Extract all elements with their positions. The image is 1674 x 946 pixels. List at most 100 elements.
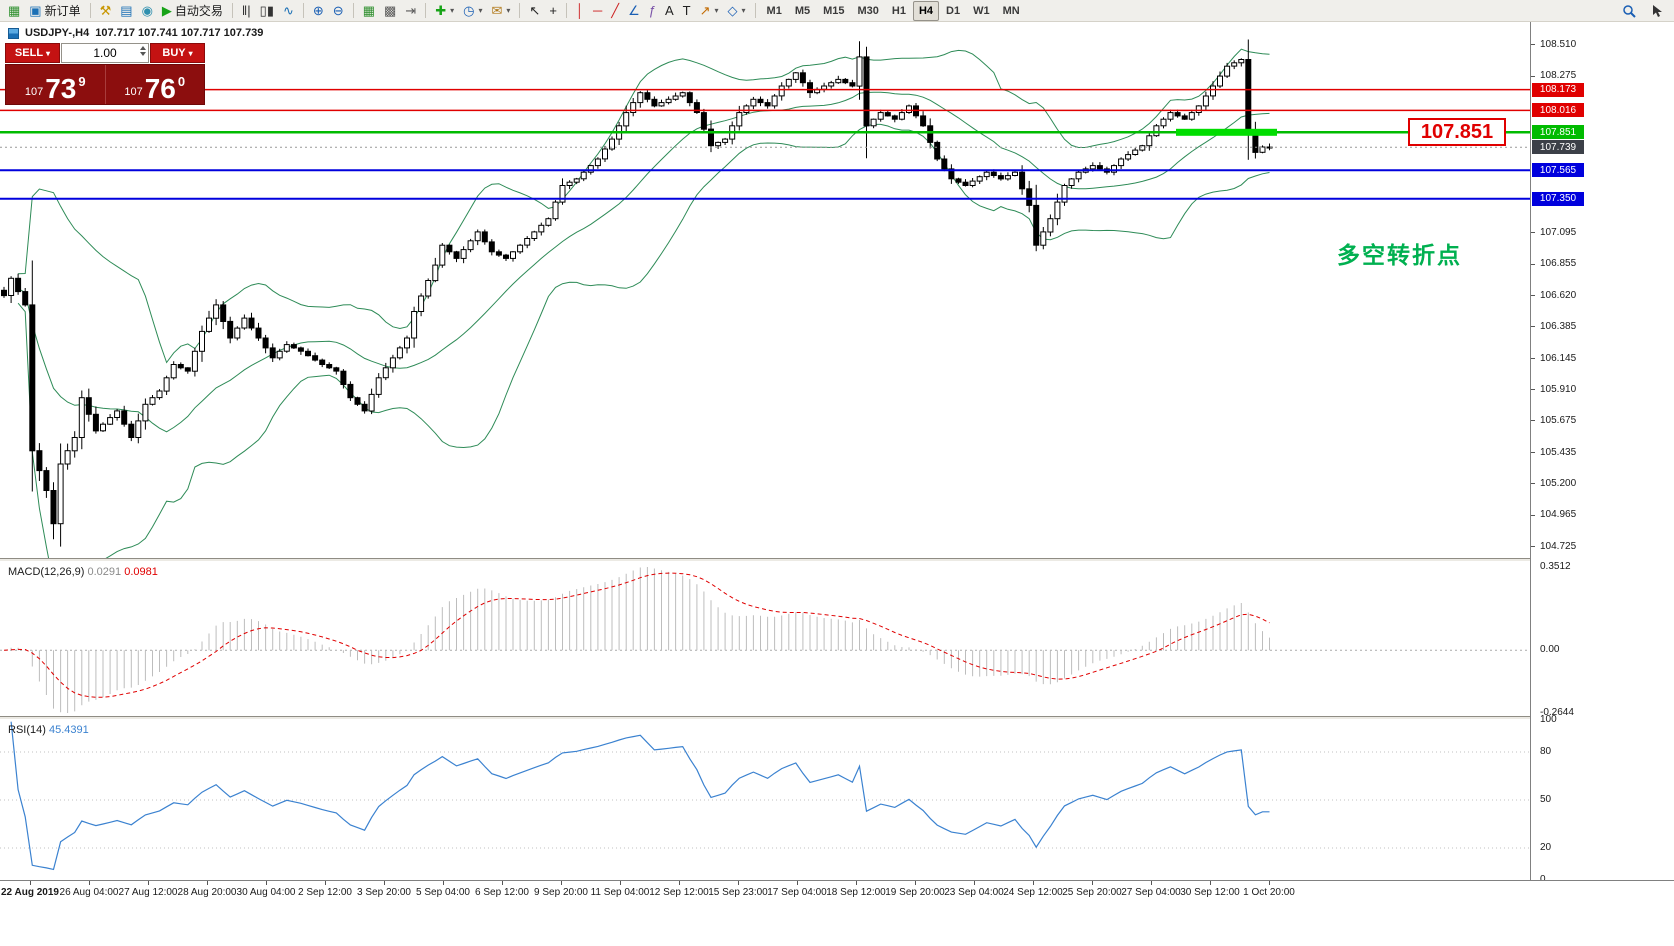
timeframe-m15[interactable]: M15 — [817, 1, 850, 21]
time-axis-tick — [1269, 881, 1270, 885]
macd-value: 0.0291 — [87, 566, 122, 578]
trendline-button[interactable]: ╱ — [607, 1, 623, 21]
periods-button[interactable]: ◷ ▾ — [459, 1, 486, 21]
chart-shift-button[interactable]: ⇥ — [401, 1, 420, 21]
crosshair-button[interactable]: + — [545, 1, 561, 21]
time-axis-tick — [325, 881, 326, 885]
timeframe-h1[interactable]: H1 — [886, 1, 912, 21]
time-axis[interactable]: 22 Aug 2019 26 Aug 04:00 27 Aug 12:00 28 Au… — [0, 880, 1674, 906]
candlestick-chart-button[interactable]: ▯▮ — [256, 1, 278, 21]
timeframe-m1[interactable]: M1 — [761, 1, 788, 21]
buy-button[interactable]: BUY — [150, 43, 205, 63]
metaeditor-button[interactable]: ⚒ — [96, 1, 116, 21]
price-axis[interactable]: 108.510 108.275 107.095 106.855 106.620 106.3… — [1530, 22, 1674, 885]
bar-chart-button[interactable]: ‖| — [238, 1, 255, 21]
macd-panel-separator[interactable] — [0, 558, 1674, 562]
dropdown-caret-icon: ▾ — [506, 6, 511, 15]
market-watch-button[interactable]: ▤ — [116, 1, 136, 21]
turning-point-label: 多空转折点 — [1337, 242, 1462, 268]
main-chart[interactable] — [0, 22, 1530, 558]
zoom-in-button[interactable]: ⊕ — [309, 1, 328, 21]
time-axis-label: 26 Aug 04:00 — [59, 887, 119, 898]
time-axis-label: 15 Sep 23:00 — [708, 887, 768, 898]
price-axis-label: 105.200 — [1540, 477, 1577, 489]
timeframe-m5[interactable]: M5 — [789, 1, 816, 21]
time-axis-label: 30 Aug 04:00 — [236, 887, 296, 898]
buy-price-sup: 0 — [177, 74, 186, 89]
line-chart-button[interactable]: ∿ — [279, 1, 298, 21]
text-label-button[interactable]: T — [679, 1, 695, 21]
rsi-chart[interactable] — [0, 720, 1530, 880]
timeframe-w1[interactable]: W1 — [967, 1, 996, 21]
time-axis-label: 6 Sep 12:00 — [475, 887, 529, 898]
time-axis-tick — [797, 881, 798, 885]
time-axis-tick — [620, 881, 621, 885]
time-axis-label: 1 Oct 20:00 — [1243, 887, 1295, 898]
auto-arrange-button[interactable]: ▩ — [380, 1, 400, 21]
time-axis-label: 27 Aug 12:00 — [118, 887, 178, 898]
autotrading-button[interactable]: ▶ 自动交易 — [158, 1, 227, 21]
macd-chart[interactable] — [0, 562, 1530, 716]
price-level-tag: 107.851 — [1532, 125, 1584, 140]
time-axis-label: 9 Sep 20:00 — [534, 887, 588, 898]
rsi-panel-separator[interactable] — [0, 716, 1674, 720]
pointer-button[interactable] — [1648, 1, 1668, 21]
spin-up-icon[interactable] — [140, 46, 146, 50]
timeframe-d1[interactable]: D1 — [940, 1, 966, 21]
tile-windows-button[interactable]: ▦ — [359, 1, 379, 21]
time-axis-tick — [89, 881, 90, 885]
zoom-out-button[interactable]: ⊖ — [329, 1, 348, 21]
price-axis-tick — [1531, 452, 1535, 454]
buy-price[interactable]: 107 76 0 — [106, 65, 205, 104]
search-button[interactable] — [1618, 1, 1640, 21]
time-axis-label: 25 Sep 20:00 — [1062, 887, 1122, 898]
price-axis-tick — [1531, 295, 1535, 297]
volume-spinner[interactable] — [140, 46, 146, 56]
price-axis-label: 106.855 — [1540, 258, 1577, 270]
autotrading-button-label: 自动交易 — [174, 4, 223, 18]
sell-button-label: SELL — [14, 47, 44, 59]
rsi-axis-label: 20 — [1540, 842, 1552, 853]
price-level-tag: 108.016 — [1532, 103, 1584, 118]
chart-title: USDJPY-,H4 — [25, 27, 90, 39]
new-order-button[interactable]: ▣ 新订单 — [25, 1, 84, 21]
time-axis-label: 12 Sep 12:00 — [649, 887, 709, 898]
app-menu[interactable]: ▦ — [4, 1, 24, 21]
sell-price[interactable]: 107 73 9 — [6, 65, 105, 104]
timeframe-mn[interactable]: MN — [997, 1, 1026, 21]
buy-price-big: 76 — [144, 73, 176, 105]
volume-input[interactable]: 1.00 — [61, 43, 149, 63]
time-axis-label: 23 Sep 04:00 — [944, 887, 1004, 898]
rsi-axis-label: 100 — [1540, 714, 1557, 725]
sell-button[interactable]: SELL — [5, 43, 60, 63]
price-axis-label: 106.385 — [1540, 320, 1577, 332]
shapes-button[interactable]: ◇ ▾ — [724, 1, 750, 21]
fibonacci-icon: ƒ — [648, 3, 656, 18]
price-axis-label: 104.965 — [1540, 509, 1577, 521]
pointer-icon — [1653, 5, 1662, 17]
vertical-line-button[interactable]: │ — [572, 1, 588, 21]
time-axis-label: 22 Aug 2019 — [1, 887, 59, 898]
arrows-button[interactable]: ↗ ▾ — [696, 1, 723, 21]
cursor-button[interactable]: ↖ — [525, 1, 544, 21]
price-axis-tick — [1531, 358, 1535, 360]
timeframe-h4[interactable]: H4 — [912, 0, 940, 21]
buy-button-label: BUY — [162, 47, 186, 59]
spin-down-icon[interactable] — [140, 52, 146, 56]
dropdown-caret-icon: ▾ — [478, 6, 483, 15]
text-button[interactable]: A — [661, 1, 678, 21]
horizontal-line-button[interactable]: ─ — [589, 1, 606, 21]
timeframe-h4-label: H4 — [918, 4, 934, 17]
time-axis-tick — [30, 881, 31, 885]
fibonacci-button[interactable]: ƒ — [645, 1, 660, 21]
dropdown-caret-icon: ▾ — [450, 6, 455, 15]
price-axis-tick — [1531, 483, 1535, 485]
arrange-icon: ▩ — [384, 3, 397, 18]
price-axis-tick — [1531, 44, 1535, 46]
navigator-button[interactable]: ◉ — [138, 1, 157, 21]
time-axis-label: 3 Sep 20:00 — [357, 887, 411, 898]
templates-button[interactable]: ✉ ▾ — [487, 1, 514, 21]
channel-button[interactable]: ∠ — [624, 1, 644, 21]
timeframe-m30[interactable]: M30 — [852, 1, 885, 21]
indicators-button[interactable]: ✚ ▾ — [431, 1, 458, 21]
